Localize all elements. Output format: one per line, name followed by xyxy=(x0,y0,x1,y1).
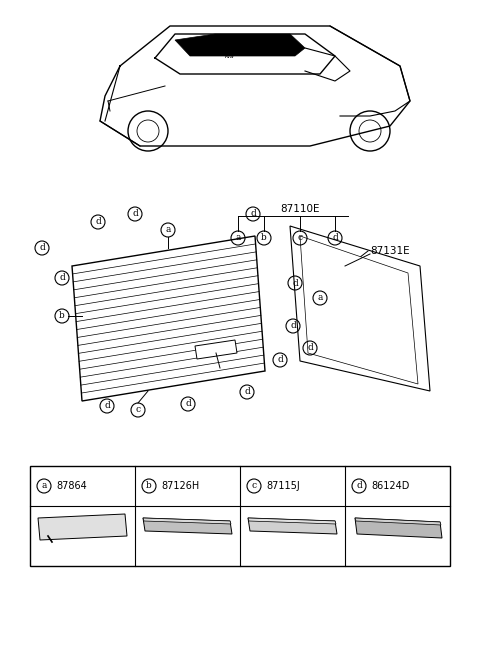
Text: b: b xyxy=(59,312,65,321)
Text: d: d xyxy=(59,274,65,283)
Text: 87115J: 87115J xyxy=(266,481,300,491)
Polygon shape xyxy=(195,340,237,359)
Text: 86124D: 86124D xyxy=(371,481,409,491)
Text: c: c xyxy=(135,405,141,415)
Text: Kia: Kia xyxy=(225,54,235,58)
Polygon shape xyxy=(248,518,336,524)
Text: 87864: 87864 xyxy=(56,481,87,491)
Text: d: d xyxy=(95,218,101,226)
Polygon shape xyxy=(248,518,337,534)
Text: d: d xyxy=(250,209,256,218)
Text: c: c xyxy=(298,234,302,243)
Text: d: d xyxy=(356,482,362,491)
Text: d: d xyxy=(290,321,296,331)
FancyBboxPatch shape xyxy=(30,466,450,566)
Text: d: d xyxy=(244,388,250,396)
Text: d: d xyxy=(277,356,283,365)
Text: d: d xyxy=(185,400,191,409)
Polygon shape xyxy=(38,514,127,540)
Text: a: a xyxy=(165,226,171,234)
Polygon shape xyxy=(143,518,232,534)
Text: a: a xyxy=(41,482,47,491)
Text: b: b xyxy=(146,482,152,491)
Polygon shape xyxy=(355,518,441,525)
Text: 87110E: 87110E xyxy=(280,204,320,214)
Text: a: a xyxy=(235,234,240,243)
Text: 87131E: 87131E xyxy=(370,246,409,256)
Polygon shape xyxy=(175,34,305,56)
Polygon shape xyxy=(72,236,265,401)
Text: c: c xyxy=(252,482,257,491)
Polygon shape xyxy=(290,226,430,391)
Polygon shape xyxy=(143,518,231,524)
Text: a: a xyxy=(317,293,323,302)
Text: d: d xyxy=(332,234,338,243)
Text: d: d xyxy=(292,279,298,287)
Text: b: b xyxy=(261,234,267,243)
Text: d: d xyxy=(132,209,138,218)
Text: d: d xyxy=(39,243,45,253)
Text: d: d xyxy=(104,401,110,411)
Polygon shape xyxy=(300,236,418,384)
Polygon shape xyxy=(355,518,442,538)
Text: d: d xyxy=(307,344,313,352)
Text: 87126H: 87126H xyxy=(161,481,199,491)
